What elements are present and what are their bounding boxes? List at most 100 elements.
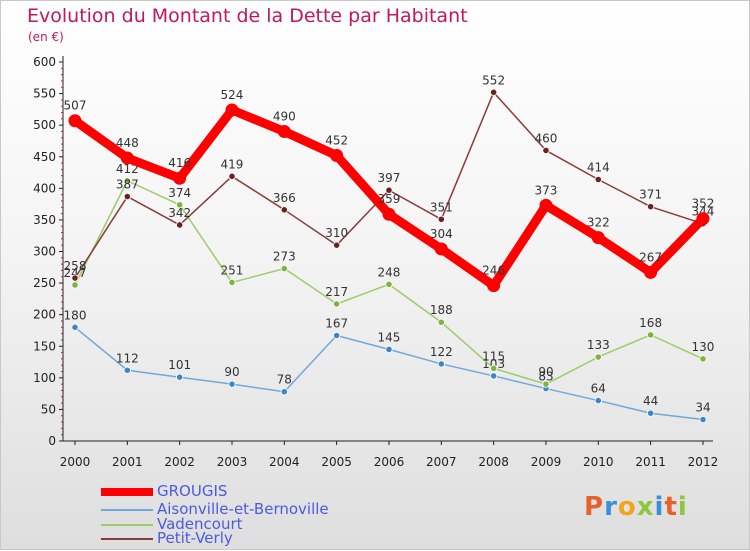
data-point-petit-verly [280, 206, 288, 214]
logo-letter: x [636, 492, 655, 522]
x-tick-label: 2008 [478, 455, 509, 469]
legend-label-petit-verly: Petit-Verly [157, 529, 233, 547]
data-point-grougis [173, 171, 187, 185]
data-point-grougis [591, 231, 605, 245]
data-point-vadencourt [280, 264, 288, 273]
data-label-petit-verly: 258 [64, 259, 87, 273]
data-label-vadencourt: 133 [587, 338, 610, 352]
data-label-grougis: 267 [639, 250, 662, 264]
legend-swatch-petit-verly [101, 538, 153, 540]
data-point-petit-verly [490, 88, 498, 96]
data-label-petit-verly: 371 [639, 188, 662, 202]
data-label-aisonville-et-bernoville: 103 [482, 357, 505, 371]
legend-label-aisonville: Aisonville-et-Bernoville [157, 500, 329, 518]
data-label-aisonville-et-bernoville: 122 [430, 345, 453, 359]
data-label-vadencourt: 188 [430, 303, 453, 317]
data-point-petit-verly [647, 203, 655, 211]
data-label-aisonville-et-bernoville: 101 [168, 358, 191, 372]
data-label-petit-verly: 460 [535, 131, 558, 145]
data-point-aisonville-et-bernoville [647, 409, 655, 417]
data-label-grougis: 359 [378, 192, 401, 206]
data-point-aisonville-et-bernoville [385, 345, 393, 354]
data-label-aisonville-et-bernoville: 64 [591, 382, 606, 396]
data-label-petit-verly: 397 [378, 171, 401, 185]
proxiti-logo: Proxiti [584, 492, 688, 522]
x-tick-label: 2000 [60, 455, 91, 469]
data-point-petit-verly [123, 192, 131, 201]
x-tick-label: 2009 [531, 455, 562, 469]
data-point-grougis [644, 265, 658, 279]
data-label-petit-verly: 552 [482, 73, 505, 87]
data-point-vadencourt [71, 281, 79, 289]
data-label-aisonville-et-bernoville: 112 [116, 351, 139, 365]
data-point-grougis [225, 103, 239, 117]
data-label-vadencourt: 217 [325, 285, 348, 299]
data-point-grougis [382, 207, 396, 221]
x-tick-label: 2010 [583, 455, 614, 469]
data-label-aisonville-et-bernoville: 78 [277, 373, 292, 387]
y-tick-label: 0 [48, 434, 56, 448]
data-label-grougis: 304 [430, 227, 453, 241]
data-label-grougis: 507 [64, 99, 87, 113]
logo-letter: r [604, 492, 618, 522]
data-point-petit-verly [385, 186, 393, 194]
chart-unit: (en €) [28, 30, 64, 44]
data-label-petit-verly: 366 [273, 191, 296, 205]
x-tick-label: 2004 [269, 455, 300, 469]
chart-title: Evolution du Montant de la Dette par Hab… [27, 5, 468, 27]
legend-item-aisonville: Aisonville-et-Bernoville [101, 500, 361, 518]
y-tick-label: 500 [33, 118, 56, 132]
data-label-grougis: 490 [273, 109, 296, 123]
data-label-vadencourt: 412 [116, 162, 139, 176]
y-tick-label: 100 [33, 371, 56, 385]
data-point-vadencourt [542, 380, 550, 388]
data-label-aisonville-et-bernoville: 145 [378, 330, 401, 344]
data-point-petit-verly [542, 146, 550, 155]
x-tick-label: 2007 [426, 455, 457, 469]
data-label-petit-verly: 344 [692, 205, 715, 219]
data-label-vadencourt: 374 [168, 186, 191, 200]
data-label-grougis: 448 [116, 136, 139, 150]
logo-letter: o [617, 492, 637, 522]
y-tick-label: 400 [33, 181, 56, 195]
y-tick-label: 450 [33, 150, 56, 164]
x-tick-label: 2011 [635, 455, 666, 469]
data-label-aisonville-et-bernoville: 83 [538, 370, 553, 384]
logo-letter: i [654, 492, 665, 522]
data-point-vadencourt [594, 353, 602, 361]
data-label-vadencourt: 90 [538, 365, 553, 379]
data-point-grougis [68, 114, 82, 128]
logo-letter: t [664, 492, 678, 522]
data-point-aisonville-et-bernoville [333, 331, 341, 340]
x-tick-label: 2012 [688, 455, 719, 469]
data-point-vadencourt [699, 355, 707, 363]
legend-label-grougis: GROUGIS [157, 482, 228, 500]
data-point-vadencourt [647, 331, 655, 339]
data-label-vadencourt: 168 [639, 316, 662, 330]
data-label-aisonville-et-bernoville: 34 [695, 401, 710, 415]
y-tick-label: 250 [33, 276, 56, 290]
logo-letter: P [584, 492, 605, 522]
data-label-vadencourt: 248 [378, 265, 401, 279]
data-point-aisonville-et-bernoville [594, 396, 602, 405]
data-point-petit-verly [333, 241, 341, 249]
data-point-aisonville-et-bernoville [437, 360, 445, 368]
legend-swatch-grougis [101, 488, 153, 496]
data-label-petit-verly: 351 [430, 200, 453, 214]
y-tick-label: 350 [33, 213, 56, 227]
data-label-aisonville-et-bernoville: 180 [64, 308, 87, 322]
data-point-grougis [487, 279, 501, 293]
y-tick-label: 150 [33, 339, 56, 353]
legend-swatch-aisonville [101, 509, 153, 511]
x-tick-label: 2003 [217, 455, 248, 469]
data-point-aisonville-et-bernoville [123, 366, 131, 374]
data-point-vadencourt [437, 318, 445, 326]
data-label-aisonville-et-bernoville: 44 [643, 394, 658, 408]
data-point-vadencourt [123, 177, 131, 185]
legend-label-vadencourt: Vadencourt [157, 515, 243, 533]
data-point-vadencourt [176, 201, 184, 209]
data-point-aisonville-et-bernoville [71, 323, 79, 331]
data-point-petit-verly [176, 221, 184, 229]
